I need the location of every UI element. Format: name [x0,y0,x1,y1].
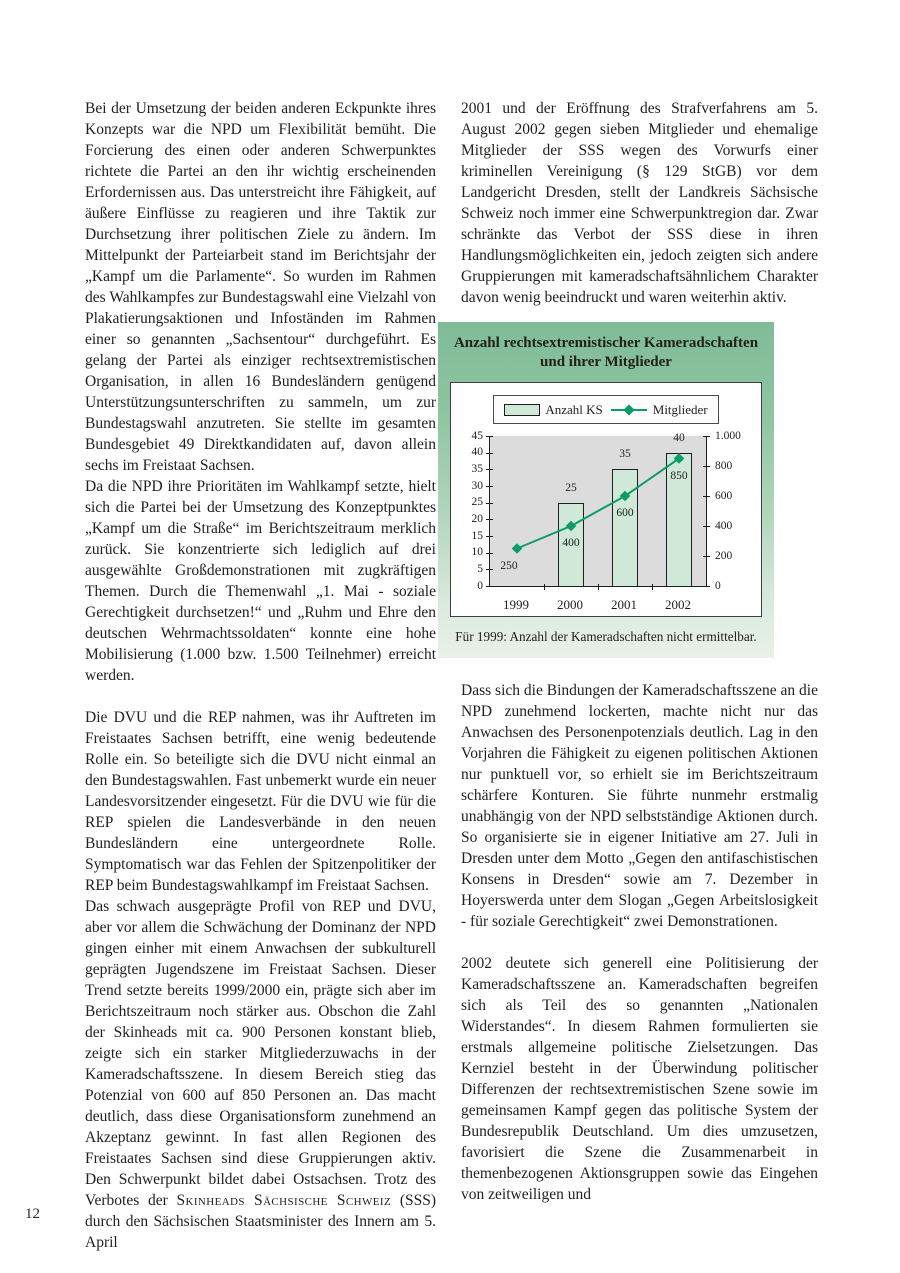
paragraph: Das schwach ausgeprägte Profil von REP u… [85,896,436,1253]
line-value-label: 600 [616,507,634,519]
bar-value-label: 40 [673,431,685,444]
y-axis-left-tick-label: 10 [471,546,484,559]
y-axis-left-tick-label: 30 [471,479,484,492]
y-axis-left-tick-label: 15 [471,529,484,542]
chart-figure: Anzahl rechtsextremistischer Kameradscha… [438,322,774,658]
y-axis-left-tick-label: 45 [471,429,484,442]
legend-box: Anzahl KS Mitglieder [493,395,719,424]
y-axis-left-tickmark [486,469,493,471]
paragraph: Die DVU und die REP nahmen, was ihr Auft… [85,709,436,894]
x-axis-tickmark [652,584,653,590]
y-axis-left-tick-label: 35 [471,462,484,475]
paragraph-text: (SSS) durch den Sächsischen Staatsminist… [85,1192,437,1251]
bar-value-label: 25 [565,481,577,494]
right-column: 2001 und der Eröffnung des Strafverfahre… [438,98,818,1205]
x-axis-label-2000: 2000 [557,597,583,612]
line-point-2000 [565,520,577,532]
y-axis-right-tick-label: 600 [715,489,733,502]
chart-title-line2: und ihrer Mitglieder [540,354,672,370]
legend-label: Mitglieder [652,402,708,417]
y-axis-left-tick-label: 40 [471,446,484,459]
y-axis-left-tickmark [486,586,493,587]
chart-title-line1: Anzahl rechtsextremistischer Kameradscha… [453,335,759,351]
line-point-1999 [511,543,523,554]
y-axis-right-tick-label: 400 [715,519,733,532]
bar-swatch-icon [504,403,541,416]
y-axis-left-tickmark [486,519,493,521]
y-axis-right-tick-label: 1.000 [715,429,741,442]
line-value-label: 850 [670,469,688,482]
x-axis-label-2002: 2002 [665,597,691,612]
x-axis-tickmark [598,584,599,590]
paragraph: Dass sich die Bindungen der Kameradschaf… [461,682,818,930]
paragraph: 2001 und der Eröffnung des Strafverfahre… [461,100,818,306]
y-axis-left-tickmark [486,502,493,504]
y-axis-right-tickmark [703,526,710,527]
x-axis-tickmark [544,584,545,590]
paragraph: Da die NPD ihre Prioritäten im Wahlkampf… [85,478,436,684]
y-axis-left-tickmark [486,552,493,554]
line-value-label: 250 [500,559,518,572]
y-axis-left-tickmark [486,486,493,487]
plot-wrap: 45 40 35 30 25 20 15 10 5 0 1.000 800 600 400 200 0 25 35… [457,430,755,592]
left-column: Bei der Umsetzung der beiden anderen Eck… [85,98,436,1253]
y-axis-left-tickmark [486,452,493,454]
chart-caption: Für 1999: Anzahl der Kameradschaften nic… [455,629,757,644]
y-axis-right-tickmark [703,586,710,587]
y-axis-left-tick-label: 25 [471,496,484,509]
x-axis-label-1999: 1999 [503,597,529,612]
y-axis-left-tickmark [486,536,493,537]
y-axis-right-tickmark [703,436,710,437]
y-axis-right-tick-label: 0 [715,579,721,592]
y-axis-right-tick-label: 800 [715,459,733,472]
bar-2002 [666,452,692,586]
members-line-series [511,453,685,554]
chart-legend: Anzahl KS Mitglieder [457,395,755,424]
y-axis-right-tick-label: 200 [715,549,733,562]
y-axis-right-tickmark [703,466,710,467]
paragraph: 2002 deutete sich generell eine Politisi… [461,955,818,1203]
plot-area: 45 40 35 30 25 20 15 10 5 0 1.000 800 600 400 200 0 25 35… [472,430,741,592]
page-number: 12 [25,1206,40,1222]
y-axis-left-tick-label: 0 [477,579,483,592]
x-axis-labels: 1999 2000 2001 2002 [489,586,705,612]
chart-box: Anzahl KS Mitglieder 45 40 35 30 25 20 15 10 5 0 1… [450,382,762,617]
y-axis-right-tickmark [703,556,710,557]
line-swatch-icon [610,403,647,416]
y-axis-left-tick-label: 5 [477,562,483,575]
legend-label: Anzahl KS [545,402,603,417]
legend-item-anzahl-ks: Anzahl KS [504,399,603,420]
y-axis-left-tick-label: 20 [471,512,484,525]
y-axis-left-tickmark [486,569,493,571]
bar-value-label: 35 [619,448,631,461]
paragraph-text: Das schwach ausgeprägte Profil von REP u… [85,898,436,1209]
legend-item-mitglieder: Mitglieder [610,399,708,420]
paragraph: Bei der Umsetzung der beiden anderen Eck… [85,100,436,474]
bar-2000 [558,502,584,586]
smallcaps-org-name: Skinheads Sächsische Schweiz [176,1192,392,1209]
y-axis-right-tickmark [703,496,710,497]
y-axis-left-tickmark [486,436,493,437]
chart-title: Anzahl rechtsextremistischer Kameradscha… [450,334,762,372]
line-value-label: 400 [562,537,580,549]
x-axis-label-2001: 2001 [611,597,637,612]
